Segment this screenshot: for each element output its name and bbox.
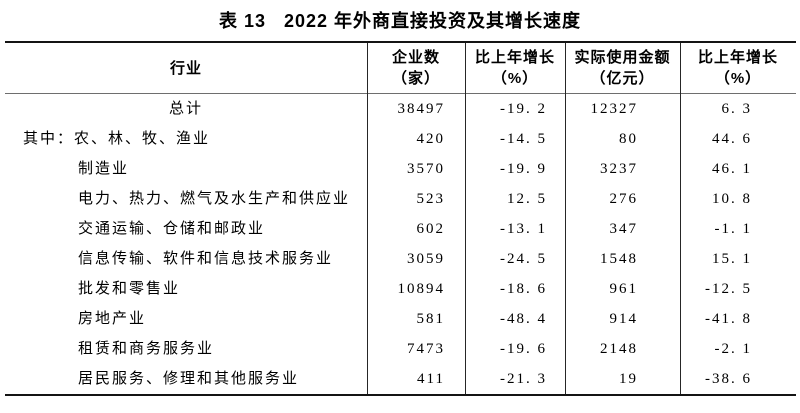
cell-amount-growth: 15. 1	[712, 251, 752, 267]
cell-industry: 房地产业	[78, 311, 147, 327]
cell-amount-used: 347	[609, 221, 638, 237]
cell-amount-used: 19	[619, 371, 638, 387]
table-row: 其中：农、林、牧、渔业 420 -14. 5 80 44. 6	[5, 124, 796, 154]
cell-enterprise-growth: -48. 4	[500, 311, 547, 327]
cell-enterprise-count: 38497	[397, 101, 445, 117]
cell-amount-used: 3237	[600, 161, 638, 177]
cell-amount-growth: 46. 1	[712, 161, 752, 177]
column-divider-4	[680, 43, 681, 394]
cell-enterprise-count: 3570	[407, 161, 445, 177]
fdi-data-table: 行业 企业数 （家） 比上年增长 （%） 实际使用金额 （亿元） 比上年增长 （…	[5, 41, 796, 396]
column-divider-3	[565, 43, 566, 394]
col-header-enterprise-growth-line1: 比上年增长	[474, 49, 555, 66]
col-header-amount-growth: 比上年增长 （%）	[680, 43, 796, 93]
cell-industry: 制造业	[78, 161, 130, 177]
cell-enterprise-growth: -24. 5	[500, 251, 547, 267]
col-header-amount-line1: 实际使用金额	[574, 49, 671, 66]
cell-amount-used: 276	[609, 191, 638, 207]
table-body: 总计 38497 -19. 2 12327 6. 3 其中：农、林、牧、渔业 4…	[5, 94, 796, 394]
col-header-enterprises-line1: 企业数	[391, 49, 440, 66]
col-header-amount-growth-line2: （%）	[714, 70, 762, 87]
cell-enterprise-growth: -18. 6	[500, 281, 547, 297]
table-row: 总计 38497 -19. 2 12327 6. 3	[5, 94, 796, 124]
cell-amount-used: 80	[619, 131, 638, 147]
cell-amount-used: 961	[609, 281, 638, 297]
cell-amount-growth: -41. 8	[705, 311, 752, 327]
cell-amount-growth: 44. 6	[712, 131, 752, 147]
cell-amount-growth: 10. 8	[712, 191, 752, 207]
col-header-enterprise-growth-line2: （%）	[491, 70, 539, 87]
cell-enterprise-count: 411	[417, 371, 445, 387]
cell-amount-used: 914	[609, 311, 638, 327]
table-title: 表 13 2022 年外商直接投资及其增长速度	[0, 7, 800, 33]
col-header-enterprises: 企业数 （家）	[367, 43, 465, 93]
table-row: 信息传输、软件和信息技术服务业 3059 -24. 5 1548 15. 1	[5, 244, 796, 274]
cell-amount-growth: -2. 1	[714, 341, 752, 357]
cell-enterprise-count: 602	[416, 221, 445, 237]
table-row: 居民服务、修理和其他服务业 411 -21. 3 19 -38. 6	[5, 364, 796, 394]
cell-industry: 总计	[168, 101, 203, 117]
cell-enterprise-growth: -21. 3	[500, 371, 547, 387]
cell-enterprise-growth: -19. 9	[500, 161, 547, 177]
table-header-row: 行业 企业数 （家） 比上年增长 （%） 实际使用金额 （亿元） 比上年增长 （…	[5, 43, 796, 94]
cell-enterprise-growth: -19. 6	[500, 341, 547, 357]
cell-enterprise-growth: -14. 5	[500, 131, 547, 147]
cell-amount-used: 12327	[590, 101, 638, 117]
table-row: 租赁和商务服务业 7473 -19. 6 2148 -2. 1	[5, 334, 796, 364]
cell-enterprise-growth: -19. 2	[500, 101, 547, 117]
table-row: 交通运输、仓储和邮政业 602 -13. 1 347 -1. 1	[5, 214, 796, 244]
cell-enterprise-count: 3059	[407, 251, 445, 267]
cell-enterprise-growth: 12. 5	[507, 191, 547, 207]
cell-industry: 交通运输、仓储和邮政业	[78, 221, 266, 237]
cell-industry: 居民服务、修理和其他服务业	[78, 371, 300, 387]
cell-enterprise-growth: -13. 1	[500, 221, 547, 237]
col-header-amount-growth-line1: 比上年增长	[697, 49, 778, 66]
cell-enterprise-count: 420	[416, 131, 445, 147]
column-divider-2	[465, 43, 466, 394]
col-header-enterprise-growth: 比上年增长 （%）	[465, 43, 565, 93]
cell-industry: 电力、热力、燃气及水生产和供应业	[78, 191, 351, 207]
cell-industry: 租赁和商务服务业	[78, 341, 215, 357]
cell-enterprise-count: 523	[416, 191, 445, 207]
cell-enterprise-count: 10894	[397, 281, 445, 297]
column-divider-1	[367, 43, 368, 394]
table-row: 批发和零售业 10894 -18. 6 961 -12. 5	[5, 274, 796, 304]
table-row: 房地产业 581 -48. 4 914 -41. 8	[5, 304, 796, 334]
cell-enterprise-count: 7473	[407, 341, 445, 357]
cell-amount-used: 1548	[600, 251, 638, 267]
cell-amount-growth: -1. 1	[714, 221, 752, 237]
table-row: 电力、热力、燃气及水生产和供应业 523 12. 5 276 10. 8	[5, 184, 796, 214]
table-row: 制造业 3570 -19. 9 3237 46. 1	[5, 154, 796, 184]
cell-industry: 信息传输、软件和信息技术服务业	[78, 251, 334, 267]
col-header-amount: 实际使用金额 （亿元）	[565, 43, 680, 93]
col-header-amount-line2: （亿元）	[590, 70, 655, 87]
cell-enterprise-count: 581	[416, 311, 445, 327]
cell-amount-used: 2148	[600, 341, 638, 357]
col-header-industry-label: 行业	[169, 59, 202, 77]
table-title-text: 2022 年外商直接投资及其增长速度	[283, 11, 582, 31]
cell-industry: 其中：农、林、牧、渔业	[23, 131, 211, 147]
table-number-label: 表 13	[218, 11, 266, 31]
col-header-industry: 行业	[5, 43, 367, 93]
cell-amount-growth: -38. 6	[705, 371, 752, 387]
col-header-enterprises-line2: （家）	[391, 70, 440, 87]
cell-industry: 批发和零售业	[78, 281, 181, 297]
cell-amount-growth: 6. 3	[721, 101, 752, 117]
cell-amount-growth: -12. 5	[705, 281, 752, 297]
